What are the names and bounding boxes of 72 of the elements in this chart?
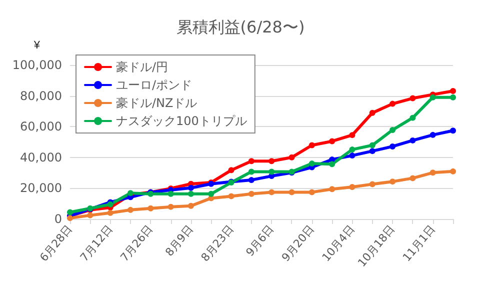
point	[450, 94, 456, 100]
point	[188, 190, 194, 197]
y-tick-label: 80,000	[20, 88, 62, 103]
point	[308, 160, 315, 167]
point	[107, 210, 114, 216]
point	[308, 189, 315, 196]
point	[168, 204, 174, 210]
x-tick-label: 8月23日	[198, 222, 236, 264]
point	[349, 146, 356, 153]
point	[248, 177, 254, 184]
point	[349, 152, 356, 159]
point	[450, 168, 456, 174]
point	[168, 190, 174, 197]
point	[288, 189, 295, 196]
point	[369, 110, 376, 116]
legend-label: 豪ドル/NZドル	[116, 96, 198, 110]
x-tick-label: 7月12日	[78, 222, 116, 264]
point	[248, 190, 254, 197]
legend-label: ユーロ/ポンド	[116, 78, 192, 92]
point	[127, 206, 134, 213]
point	[349, 184, 356, 190]
legend-label: ナスダック100トリプル	[116, 114, 247, 128]
point	[430, 94, 436, 100]
point	[288, 154, 295, 160]
point	[268, 189, 275, 196]
point	[268, 158, 275, 164]
point	[248, 158, 254, 164]
point	[349, 132, 356, 138]
x-tick-label: 11月1日	[400, 222, 438, 264]
point	[67, 209, 73, 216]
point	[430, 170, 436, 176]
x-tick-label: 8月9日	[162, 222, 196, 259]
point	[410, 95, 416, 102]
legend-label: 豪ドル/円	[116, 60, 168, 74]
point	[430, 132, 436, 138]
chart-title: 累積利益(6/28〜)	[176, 18, 305, 36]
point	[369, 142, 376, 148]
point	[410, 137, 416, 144]
point	[268, 168, 275, 175]
point	[329, 161, 336, 168]
x-tick-label: 9月6日	[243, 222, 277, 259]
point	[87, 212, 94, 218]
point	[369, 181, 376, 188]
point	[329, 186, 336, 192]
point	[228, 167, 234, 174]
y-tick-label: 20,000	[20, 181, 62, 196]
x-tick-label: 9月20日	[279, 222, 317, 264]
point	[308, 142, 315, 148]
x-tick-label: 10月4日	[320, 222, 358, 264]
y-axis-title: ¥	[32, 40, 41, 52]
y-tick-label: 40,000	[20, 150, 62, 164]
point	[188, 202, 194, 209]
point	[228, 193, 234, 200]
point	[390, 126, 396, 133]
y-tick-label: 100,000	[12, 58, 62, 72]
point	[450, 128, 456, 134]
x-tick-label: 7月26日	[118, 222, 156, 264]
point	[390, 143, 396, 150]
point	[208, 190, 214, 197]
x-tick-label: 10月18日	[355, 222, 398, 270]
point	[410, 175, 416, 182]
point	[390, 100, 396, 107]
point	[148, 205, 154, 212]
point	[329, 138, 336, 144]
point	[248, 168, 254, 175]
y-tick-label: 60,000	[20, 120, 62, 134]
point	[410, 114, 416, 121]
point	[390, 178, 396, 185]
point	[369, 148, 376, 154]
point	[188, 184, 194, 191]
point	[67, 215, 73, 222]
point	[450, 88, 456, 94]
